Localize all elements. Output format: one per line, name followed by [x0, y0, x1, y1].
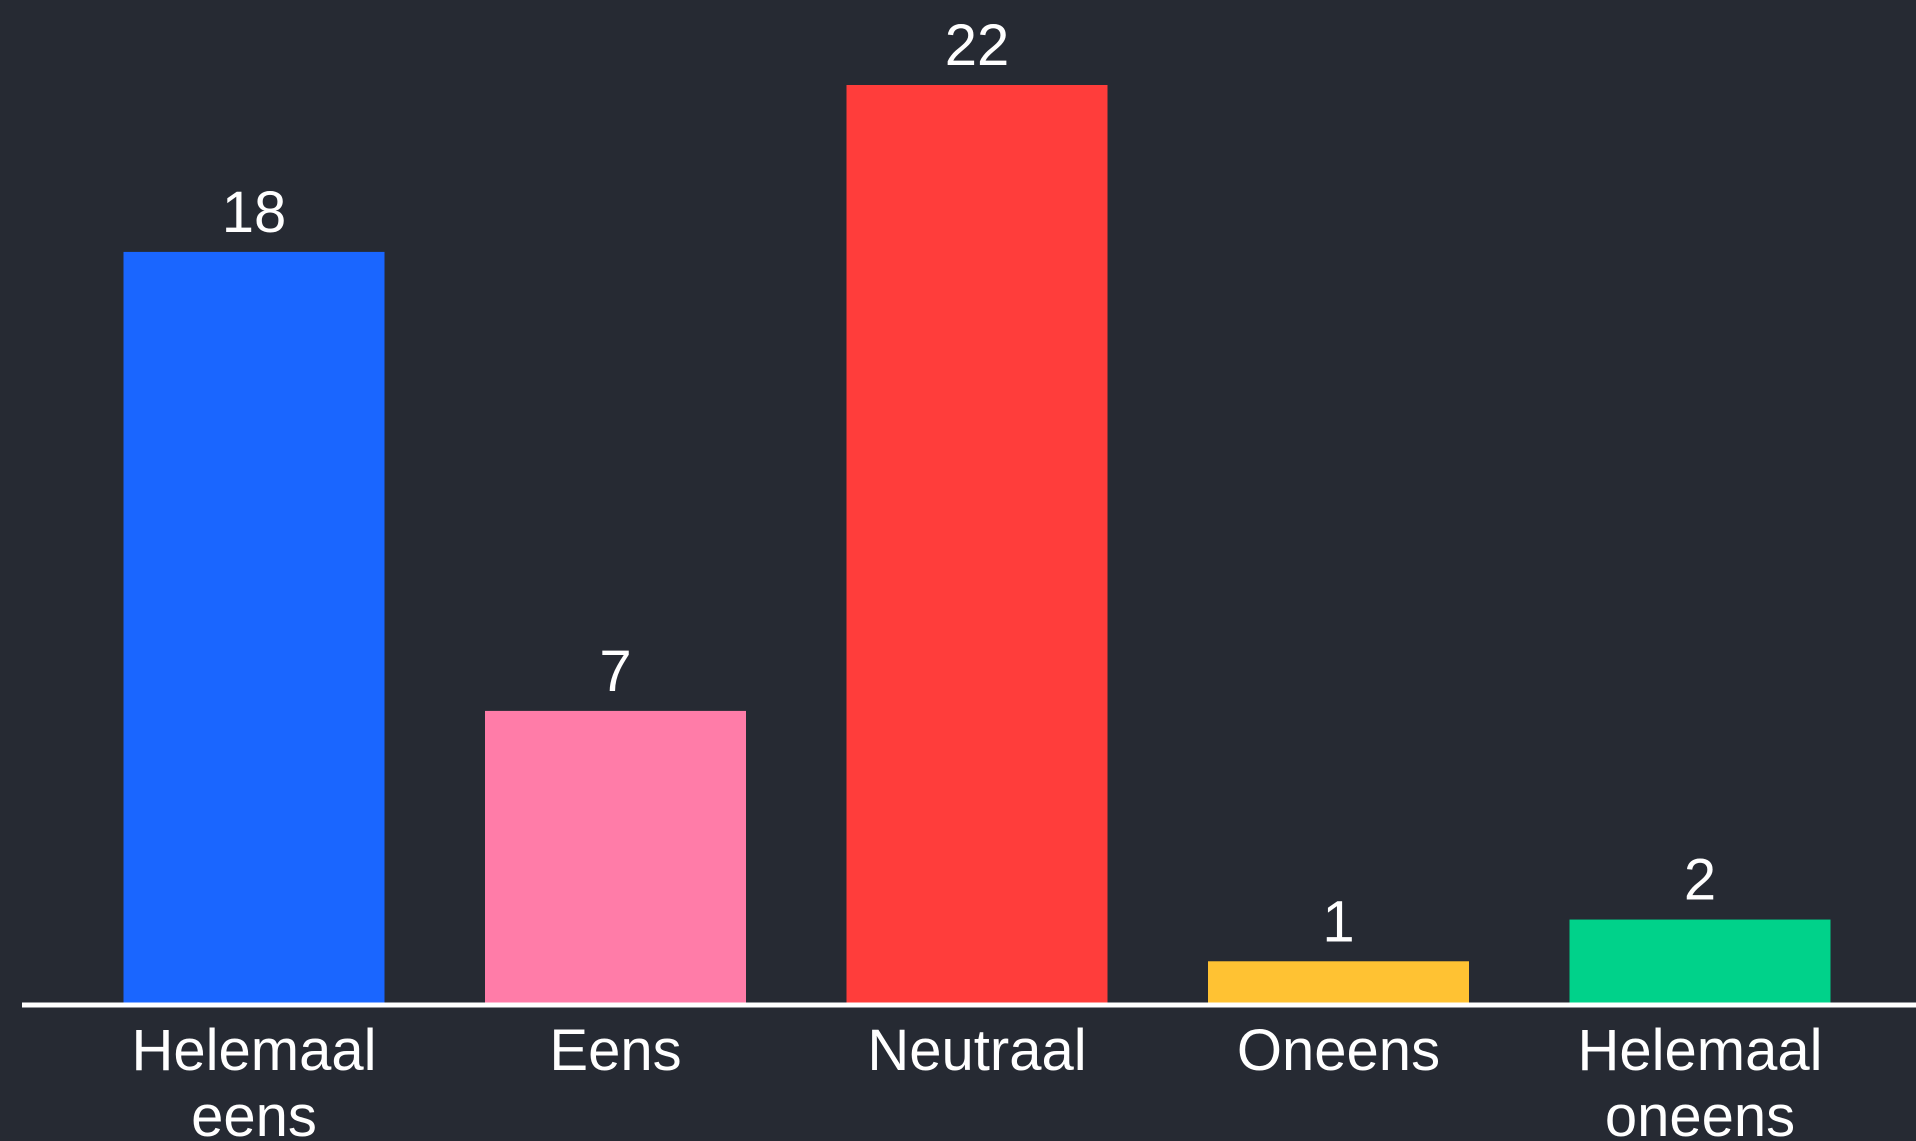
- bar-2: [846, 85, 1108, 1003]
- category-label-line: oneens: [1605, 1084, 1795, 1141]
- category-label-line: Neutraal: [867, 1018, 1086, 1083]
- bar-3: [1208, 961, 1469, 1003]
- bar-4: [1569, 919, 1831, 1003]
- category-label-1: Eens: [549, 1018, 681, 1083]
- bars-layer: [123, 85, 1831, 1004]
- category-label-2: Neutraal: [867, 1018, 1086, 1083]
- bar-0: [123, 251, 385, 1004]
- category-label-line: Helemaal: [132, 1018, 377, 1083]
- category-label-0: Helemaal eens: [132, 1018, 377, 1141]
- value-label-1: 7: [599, 639, 631, 704]
- category-label-4: Helemaal oneens: [1578, 1018, 1823, 1141]
- value-label-3: 1: [1322, 889, 1354, 954]
- value-label-4: 2: [1684, 848, 1716, 913]
- value-label-0: 18: [222, 180, 287, 245]
- category-label-line: Eens: [549, 1018, 681, 1083]
- category-label-3: Oneens: [1237, 1018, 1440, 1083]
- category-label-line: Oneens: [1237, 1018, 1440, 1083]
- category-label-line: Helemaal: [1578, 1018, 1823, 1083]
- category-label-line: eens: [191, 1084, 317, 1141]
- bar-1: [485, 710, 746, 1003]
- value-label-2: 22: [945, 13, 1010, 78]
